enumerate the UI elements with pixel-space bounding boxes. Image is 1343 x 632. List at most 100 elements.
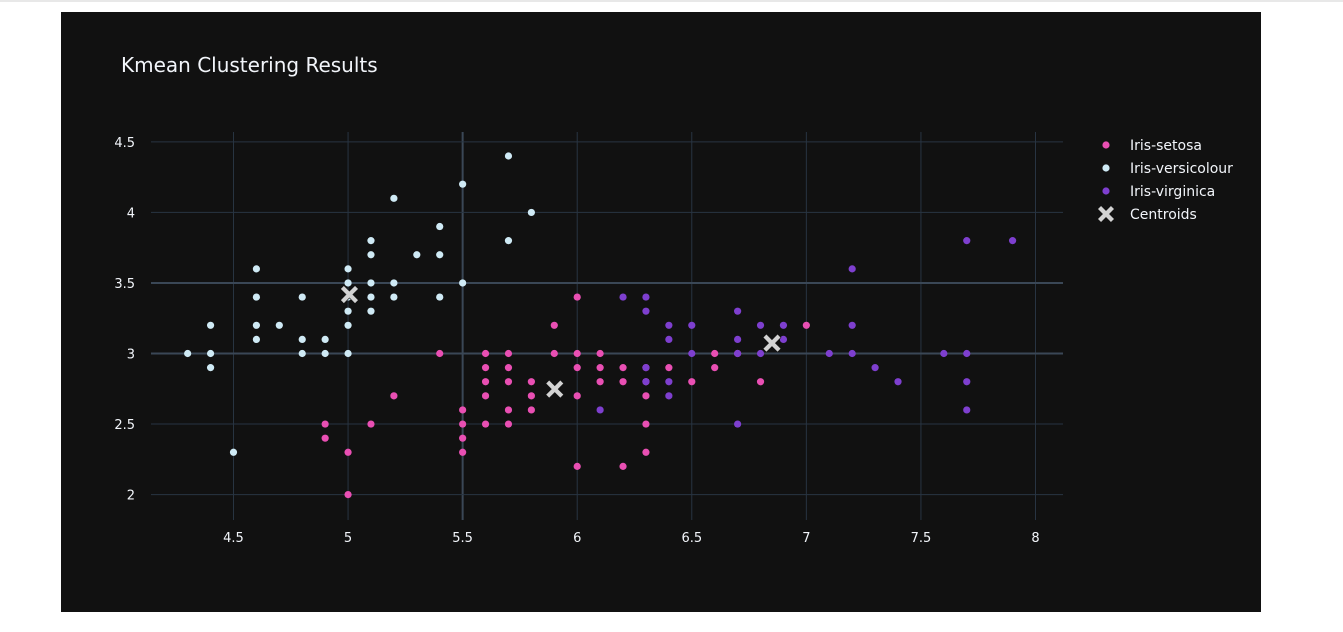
iris-setosa-point[interactable] [550, 349, 558, 358]
iris-setosa-point[interactable] [504, 378, 513, 386]
iris-virginica-point[interactable] [665, 335, 673, 344]
iris-versicolour-point[interactable] [184, 349, 192, 358]
iris-virginica-point[interactable] [963, 349, 971, 358]
iris-setosa-point[interactable] [665, 364, 673, 372]
iris-versicolour-point[interactable] [206, 349, 215, 358]
iris-virginica-point[interactable] [688, 321, 696, 329]
iris-versicolour-point[interactable] [344, 349, 352, 358]
iris-versicolour-point[interactable] [367, 251, 375, 259]
centroid-marker[interactable] [545, 379, 565, 399]
iris-setosa-point[interactable] [642, 448, 650, 456]
iris-virginica-point[interactable] [963, 378, 971, 386]
iris-virginica-point[interactable] [642, 307, 650, 315]
iris-setosa-point[interactable] [596, 364, 604, 372]
iris-versicolour-point[interactable] [344, 279, 352, 287]
iris-virginica-point[interactable] [734, 420, 742, 428]
iris-setosa-point[interactable] [344, 491, 352, 499]
iris-versicolour-point[interactable] [252, 293, 261, 301]
iris-virginica-point[interactable] [665, 392, 673, 400]
iris-versicolour-point[interactable] [252, 335, 261, 344]
iris-versicolour-point[interactable] [367, 307, 375, 315]
iris-setosa-point[interactable] [596, 349, 604, 358]
iris-versicolour-point[interactable] [321, 335, 329, 344]
iris-setosa-point[interactable] [459, 420, 467, 428]
iris-setosa-point[interactable] [504, 364, 513, 372]
iris-setosa-point[interactable] [367, 420, 375, 428]
iris-virginica-point[interactable] [848, 265, 856, 273]
iris-versicolour-point[interactable] [252, 265, 261, 273]
iris-versicolour-point[interactable] [275, 321, 283, 329]
iris-setosa-point[interactable] [573, 293, 581, 301]
iris-versicolour-point[interactable] [390, 293, 398, 301]
iris-setosa-point[interactable] [527, 378, 535, 386]
iris-virginica-point[interactable] [848, 349, 856, 358]
iris-setosa-point[interactable] [504, 420, 513, 428]
iris-setosa-point[interactable] [481, 364, 490, 372]
iris-setosa-point[interactable] [436, 349, 444, 358]
iris-setosa-point[interactable] [573, 364, 581, 372]
iris-versicolour-point[interactable] [459, 180, 467, 188]
iris-versicolour-point[interactable] [229, 448, 238, 456]
iris-virginica-point[interactable] [963, 237, 971, 245]
iris-versicolour-point[interactable] [390, 194, 398, 202]
iris-setosa-point[interactable] [619, 378, 627, 386]
iris-versicolour-point[interactable] [504, 152, 513, 160]
centroid-marker[interactable] [762, 333, 782, 353]
legend-item-iris-virginica[interactable]: Iris-virginica [1102, 184, 1215, 200]
iris-virginica-point[interactable] [688, 349, 696, 358]
iris-virginica-point[interactable] [596, 406, 604, 414]
legend-item-iris-versicolour[interactable]: Iris-versicolour [1102, 161, 1233, 177]
iris-versicolour-point[interactable] [252, 321, 261, 329]
iris-versicolour-point[interactable] [298, 293, 306, 301]
iris-virginica-point[interactable] [665, 378, 673, 386]
iris-setosa-point[interactable] [481, 420, 490, 428]
iris-virginica-point[interactable] [619, 293, 627, 301]
iris-setosa-point[interactable] [481, 392, 490, 400]
iris-virginica-point[interactable] [734, 349, 742, 358]
iris-virginica-point[interactable] [940, 349, 948, 358]
iris-versicolour-point[interactable] [298, 335, 306, 344]
iris-versicolour-point[interactable] [367, 279, 375, 287]
iris-virginica-point[interactable] [1008, 237, 1017, 245]
iris-virginica-point[interactable] [756, 349, 765, 358]
iris-setosa-point[interactable] [642, 420, 650, 428]
iris-virginica-point[interactable] [642, 293, 650, 301]
iris-versicolour-point[interactable] [367, 293, 375, 301]
iris-setosa-point[interactable] [344, 448, 352, 456]
iris-setosa-point[interactable] [504, 349, 513, 358]
iris-virginica-point[interactable] [779, 321, 788, 329]
iris-setosa-point[interactable] [321, 420, 329, 428]
iris-versicolour-point[interactable] [504, 237, 513, 245]
iris-setosa-point[interactable] [550, 321, 558, 329]
iris-setosa-point[interactable] [756, 378, 765, 386]
iris-versicolour-point[interactable] [436, 251, 444, 259]
legend[interactable]: Iris-setosa Iris-versicolour Iris-virginic… [1098, 138, 1233, 223]
iris-virginica-point[interactable] [779, 335, 788, 344]
iris-versicolour-point[interactable] [344, 307, 352, 315]
iris-setosa-point[interactable] [504, 406, 513, 414]
iris-versicolour-point[interactable] [321, 349, 329, 358]
iris-versicolour-point[interactable] [298, 349, 306, 358]
iris-virginica-point[interactable] [756, 321, 765, 329]
iris-versicolour-point[interactable] [206, 364, 215, 372]
iris-setosa-point[interactable] [642, 392, 650, 400]
iris-virginica-point[interactable] [665, 321, 673, 329]
iris-setosa-point[interactable] [481, 378, 490, 386]
legend-item-iris-setosa[interactable]: Iris-setosa [1102, 138, 1202, 154]
iris-setosa-point[interactable] [619, 462, 627, 470]
iris-setosa-point[interactable] [711, 364, 719, 372]
iris-versicolour-point[interactable] [413, 251, 421, 259]
iris-versicolour-point[interactable] [390, 279, 398, 287]
iris-virginica-point[interactable] [871, 364, 879, 372]
iris-setosa-point[interactable] [481, 349, 490, 358]
iris-virginica-point[interactable] [963, 406, 971, 414]
iris-virginica-point[interactable] [734, 335, 742, 344]
iris-setosa-point[interactable] [711, 349, 719, 358]
iris-versicolour-point[interactable] [367, 237, 375, 245]
iris-virginica-point[interactable] [642, 378, 650, 386]
iris-versicolour-point[interactable] [436, 293, 444, 301]
legend-item-centroids[interactable]: Centroids [1098, 206, 1197, 223]
iris-setosa-point[interactable] [573, 349, 581, 358]
iris-versicolour-point[interactable] [527, 208, 535, 217]
centroid-marker[interactable] [340, 285, 359, 304]
